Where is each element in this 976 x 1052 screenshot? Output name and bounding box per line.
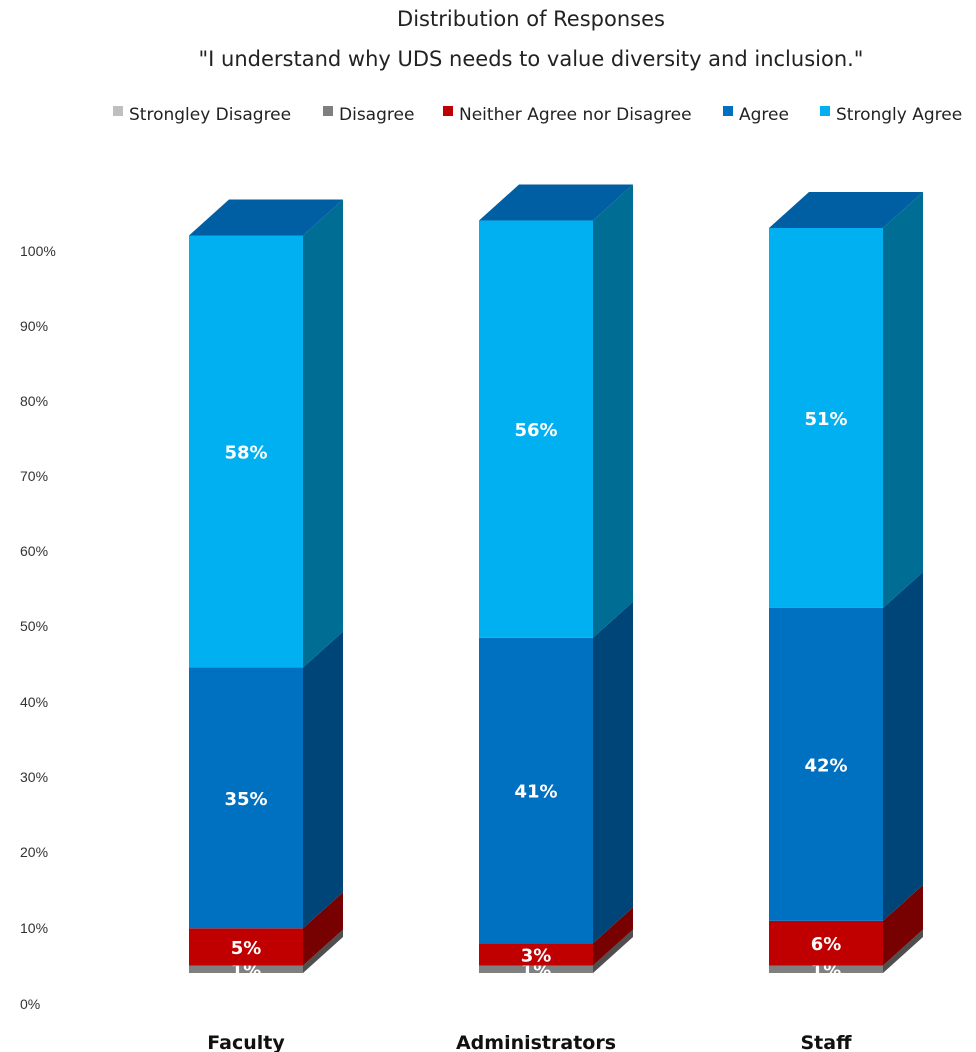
legend-label: Strongley Disagree bbox=[129, 105, 291, 125]
y-tick-label: 40% bbox=[20, 694, 48, 710]
bar-front-face bbox=[769, 228, 883, 608]
bar-side-face bbox=[303, 892, 343, 966]
legend-label: Agree bbox=[739, 105, 789, 125]
y-tick-label: 20% bbox=[20, 844, 48, 860]
legend-label: Strongly Agree bbox=[836, 105, 962, 125]
bar-top-face bbox=[479, 184, 633, 221]
legend-item-disagree: Disagree bbox=[323, 105, 414, 125]
data-label: 5% bbox=[231, 938, 262, 959]
bar-front-face bbox=[769, 920, 883, 966]
y-tick-label: 50% bbox=[20, 618, 48, 634]
bar-side-face bbox=[303, 631, 343, 929]
bar-segment-neither-agree-nor-disagree: 5% bbox=[189, 892, 343, 966]
legend-item-strongley-disagree: Strongley Disagree bbox=[113, 105, 291, 125]
bar-administrators: 1%3%41%56% bbox=[479, 184, 633, 981]
bar-front-face bbox=[479, 220, 593, 638]
legend-label: Disagree bbox=[339, 105, 414, 125]
bar-front-face bbox=[479, 637, 593, 944]
bar-staff: 1%6%42%51% bbox=[769, 192, 923, 981]
y-tick-label: 30% bbox=[20, 769, 48, 785]
bar-side-face bbox=[883, 192, 923, 608]
legend-swatch bbox=[723, 106, 733, 116]
bar-side-face bbox=[593, 907, 633, 966]
y-tick-label: 100% bbox=[20, 243, 56, 259]
bar-top-face bbox=[769, 192, 923, 228]
y-tick-label: 60% bbox=[20, 543, 48, 559]
x-axis: Faculty Administrators Staff bbox=[207, 1032, 852, 1052]
x-category-label: Faculty bbox=[207, 1032, 285, 1052]
x-category-label: Administrators bbox=[456, 1032, 616, 1052]
bar-side-face bbox=[883, 884, 923, 966]
data-label: 41% bbox=[514, 781, 557, 802]
bar-side-face bbox=[883, 571, 923, 921]
chart-subtitle: "I understand why UDS needs to value div… bbox=[199, 47, 864, 71]
bar-top-face bbox=[189, 199, 343, 236]
y-tick-label: 0% bbox=[20, 996, 40, 1012]
bar-side-face bbox=[593, 601, 633, 944]
bar-segment-neither-agree-nor-disagree: 6% bbox=[769, 884, 923, 966]
y-tick-label: 90% bbox=[20, 318, 48, 334]
y-tick-label: 80% bbox=[20, 393, 48, 409]
data-label: 56% bbox=[514, 420, 557, 441]
bars: 1%5%35%58%1%3%41%56%1%6%42%51% bbox=[189, 184, 923, 981]
legend-item-neither-agree-nor-disagree: Neither Agree nor Disagree bbox=[443, 105, 692, 125]
bar-faculty: 1%5%35%58% bbox=[189, 199, 343, 981]
data-label: 58% bbox=[224, 443, 267, 464]
legend-swatch bbox=[443, 106, 453, 116]
bar-segment-neither-agree-nor-disagree: 3% bbox=[479, 907, 633, 966]
bar-segment-strongly-agree: 56% bbox=[479, 184, 633, 638]
y-tick-label: 10% bbox=[20, 920, 48, 936]
bar-side-face bbox=[883, 929, 923, 973]
bar-front-face bbox=[479, 965, 593, 973]
bar-side-face bbox=[593, 184, 633, 638]
bar-segment-agree: 41% bbox=[479, 601, 633, 944]
bar-front-face bbox=[189, 235, 303, 668]
legend-item-agree: Agree bbox=[723, 105, 789, 125]
bar-side-face bbox=[593, 929, 633, 973]
data-label: 51% bbox=[804, 409, 847, 430]
data-label: 3% bbox=[521, 945, 552, 966]
bar-side-face bbox=[303, 199, 343, 668]
bar-front-face bbox=[769, 965, 883, 973]
legend-swatch bbox=[820, 106, 830, 116]
bar-front-face bbox=[189, 928, 303, 966]
bar-front-face bbox=[479, 943, 593, 966]
y-tick-label: 70% bbox=[20, 468, 48, 484]
bar-front-face bbox=[769, 607, 883, 921]
y-axis: 0% 10% 20% 30% 40% 50% 60% 70% 80% 90% 100% bbox=[20, 243, 56, 1012]
bar-segment-agree: 35% bbox=[189, 631, 343, 929]
legend-label: Neither Agree nor Disagree bbox=[459, 105, 692, 125]
data-label: 42% bbox=[804, 755, 847, 776]
data-label: 6% bbox=[811, 934, 842, 955]
legend-item-strongly-agree: Strongly Agree bbox=[820, 105, 962, 125]
legend: Strongley Disagree Disagree Neither Agree … bbox=[113, 105, 962, 125]
x-category-label: Staff bbox=[801, 1032, 853, 1052]
bar-front-face bbox=[189, 667, 303, 929]
bar-segment-strongly-agree: 58% bbox=[189, 199, 343, 668]
legend-swatch bbox=[113, 106, 123, 116]
bar-segment-strongly-agree: 51% bbox=[769, 192, 923, 608]
chart-title: Distribution of Responses bbox=[397, 7, 665, 31]
legend-swatch bbox=[323, 106, 333, 116]
bar-side-face bbox=[303, 929, 343, 973]
bar-segment-agree: 42% bbox=[769, 571, 923, 921]
bar-front-face bbox=[189, 965, 303, 973]
data-label: 35% bbox=[224, 789, 267, 810]
